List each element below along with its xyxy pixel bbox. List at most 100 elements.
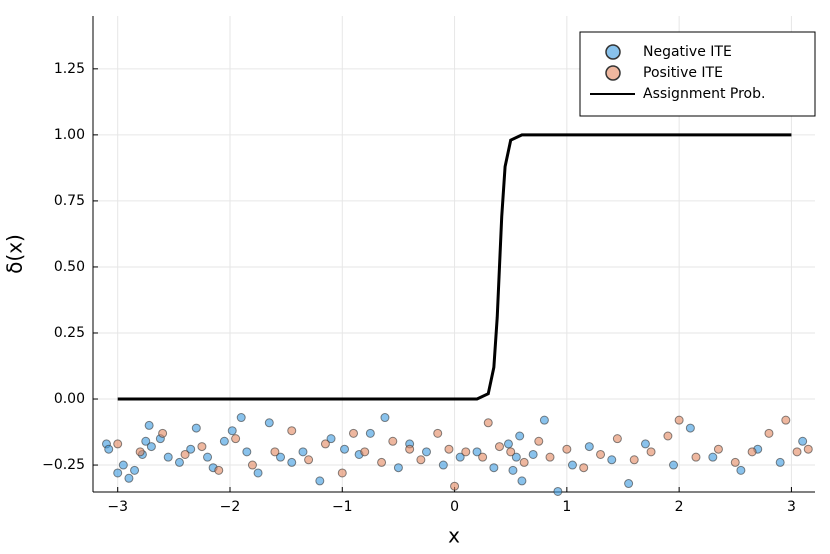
point bbox=[528, 449, 538, 459]
point bbox=[231, 434, 241, 444]
point bbox=[337, 468, 347, 478]
point bbox=[253, 468, 263, 478]
point bbox=[405, 444, 415, 454]
point bbox=[416, 455, 426, 465]
point bbox=[144, 420, 154, 430]
legend-label: Assignment Prob. bbox=[643, 86, 765, 102]
point bbox=[579, 463, 589, 473]
point bbox=[113, 468, 123, 478]
point bbox=[236, 413, 246, 423]
point bbox=[503, 439, 513, 449]
point bbox=[264, 418, 274, 428]
point bbox=[596, 449, 606, 459]
point bbox=[461, 447, 471, 457]
point bbox=[214, 465, 224, 475]
point bbox=[365, 428, 375, 438]
point bbox=[494, 442, 504, 452]
point bbox=[764, 428, 774, 438]
point bbox=[421, 447, 431, 457]
point bbox=[393, 463, 403, 473]
point bbox=[130, 465, 140, 475]
point bbox=[792, 447, 802, 457]
point bbox=[553, 486, 563, 496]
point bbox=[276, 452, 286, 462]
x-tick-label: −2 bbox=[220, 499, 241, 515]
point bbox=[713, 444, 723, 454]
point bbox=[545, 452, 555, 462]
point bbox=[669, 460, 679, 470]
y-tick-label: 1.00 bbox=[54, 127, 85, 143]
point bbox=[158, 428, 168, 438]
point bbox=[320, 439, 330, 449]
point bbox=[360, 447, 370, 457]
legend-label: Positive ITE bbox=[643, 65, 723, 81]
y-tick-label: 0.25 bbox=[54, 325, 85, 341]
point bbox=[708, 452, 718, 462]
x-tick-label: 1 bbox=[562, 499, 571, 515]
point bbox=[663, 431, 673, 441]
point bbox=[685, 423, 695, 433]
point bbox=[227, 426, 237, 436]
point bbox=[444, 444, 454, 454]
point bbox=[197, 442, 207, 452]
point bbox=[380, 413, 390, 423]
y-tick-label: 0.50 bbox=[54, 259, 85, 275]
line bbox=[117, 133, 792, 401]
point bbox=[640, 439, 650, 449]
legend: Negative ITE Positive ITE Assignment Prob. bbox=[579, 31, 816, 117]
point bbox=[113, 439, 123, 449]
point bbox=[567, 460, 577, 470]
point bbox=[349, 428, 359, 438]
point bbox=[562, 444, 572, 454]
point bbox=[135, 447, 145, 457]
point bbox=[798, 436, 808, 446]
point bbox=[781, 415, 791, 425]
point bbox=[304, 455, 314, 465]
point bbox=[472, 447, 482, 457]
point bbox=[489, 463, 499, 473]
point bbox=[124, 473, 134, 483]
y-axis-label: δ(x) bbox=[3, 234, 27, 274]
point bbox=[747, 447, 757, 457]
point bbox=[287, 426, 297, 436]
x-tick-label: −3 bbox=[107, 499, 128, 515]
point bbox=[118, 460, 128, 470]
point bbox=[146, 442, 156, 452]
point bbox=[483, 418, 493, 428]
point bbox=[186, 444, 196, 454]
point bbox=[674, 415, 684, 425]
y-tick-label: 1.25 bbox=[54, 61, 85, 77]
point bbox=[141, 436, 151, 446]
point bbox=[242, 447, 252, 457]
point bbox=[515, 431, 525, 441]
point bbox=[298, 447, 308, 457]
point bbox=[315, 476, 325, 486]
point bbox=[584, 442, 594, 452]
point bbox=[607, 455, 617, 465]
x-tick-label: 2 bbox=[675, 499, 684, 515]
point bbox=[377, 457, 387, 467]
point bbox=[612, 434, 622, 444]
point bbox=[646, 447, 656, 457]
point bbox=[174, 457, 184, 467]
point bbox=[326, 434, 336, 444]
point bbox=[775, 457, 785, 467]
point bbox=[433, 428, 443, 438]
y-tick-label: 0.75 bbox=[54, 193, 85, 209]
point bbox=[691, 452, 701, 462]
point bbox=[803, 444, 813, 454]
point bbox=[388, 436, 398, 446]
point bbox=[203, 452, 213, 462]
point bbox=[191, 423, 201, 433]
point bbox=[450, 481, 460, 491]
x-tick-label: 3 bbox=[787, 499, 796, 515]
point bbox=[270, 447, 280, 457]
point bbox=[455, 452, 465, 462]
point bbox=[624, 479, 634, 489]
y-tick-label: 0.00 bbox=[54, 391, 85, 407]
point bbox=[340, 444, 350, 454]
point bbox=[287, 457, 297, 467]
x-tick-label: 0 bbox=[450, 499, 459, 515]
point bbox=[629, 455, 639, 465]
